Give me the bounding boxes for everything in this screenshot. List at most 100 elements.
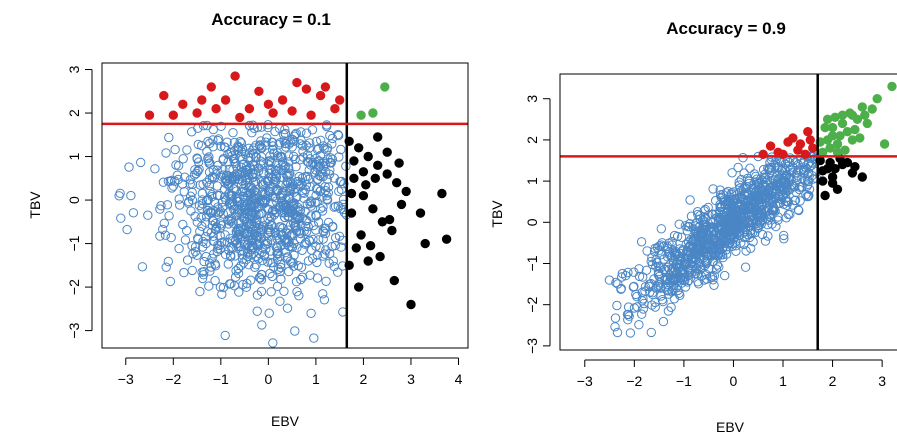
data-point <box>728 219 739 229</box>
chart-title: Accuracy = 0.9 <box>666 19 786 38</box>
data-point <box>226 199 237 209</box>
data-point <box>291 277 302 287</box>
data-point <box>266 287 276 297</box>
data-point <box>779 230 789 241</box>
data-point <box>311 184 322 194</box>
data-point <box>711 195 721 206</box>
data-point <box>297 245 307 256</box>
data-point <box>734 177 744 187</box>
data-point <box>313 162 323 173</box>
data-point-black <box>363 256 373 266</box>
data-point <box>317 206 328 216</box>
data-point <box>291 223 301 233</box>
data-point <box>269 210 279 220</box>
data-point <box>329 202 339 212</box>
data-point <box>275 228 286 238</box>
data-point-black <box>373 160 383 171</box>
data-point <box>604 275 615 285</box>
data-point <box>122 224 132 235</box>
data-point-black <box>420 238 430 249</box>
data-point <box>194 200 205 211</box>
y-tick-label: 1 <box>524 177 540 185</box>
data-point <box>302 150 313 160</box>
data-point-green <box>872 94 882 104</box>
data-point <box>700 235 711 245</box>
data-point <box>756 206 767 216</box>
data-point <box>312 273 323 283</box>
data-point <box>617 272 627 282</box>
plot-frame <box>101 62 469 349</box>
data-point <box>735 183 745 193</box>
data-point-red <box>287 106 297 116</box>
data-point <box>210 197 220 207</box>
data-point <box>173 174 183 185</box>
data-point <box>279 207 290 218</box>
data-point <box>671 259 682 269</box>
panel-left: Accuracy = 0.1 −3 −2 −1 0 1 2 3 4 −3 −2 −1 0 1 2 3 EB… <box>27 10 469 429</box>
data-point <box>629 267 639 277</box>
data-point-black <box>382 147 392 157</box>
data-point <box>284 170 295 180</box>
data-point <box>745 163 755 173</box>
data-point-black <box>825 157 835 168</box>
data-point <box>713 216 724 226</box>
data-point-black <box>818 166 828 176</box>
data-point <box>285 182 295 193</box>
data-point <box>664 285 674 296</box>
data-point <box>278 160 289 170</box>
data-point-red <box>334 95 345 105</box>
data-point <box>217 289 227 300</box>
data-point <box>318 251 328 261</box>
data-point <box>734 230 744 241</box>
data-point <box>254 248 264 259</box>
data-point <box>663 306 674 316</box>
data-point <box>330 240 341 251</box>
data-point <box>316 203 326 214</box>
y-tick-label: −2 <box>66 279 82 295</box>
data-point-green <box>837 118 848 129</box>
data-point <box>707 272 718 282</box>
x-tick-label: −1 <box>676 373 692 389</box>
data-point <box>161 148 171 158</box>
data-point <box>736 221 746 231</box>
data-point-red <box>803 127 813 137</box>
data-point <box>197 195 208 205</box>
data-point <box>276 262 286 273</box>
data-point <box>300 184 311 195</box>
data-point <box>175 200 185 210</box>
data-point-red <box>263 99 274 110</box>
data-point <box>322 194 332 204</box>
data-point <box>742 173 753 184</box>
data-point <box>207 253 217 264</box>
data-point <box>126 190 136 201</box>
data-point <box>183 198 194 208</box>
data-point <box>290 221 300 231</box>
data-point <box>225 198 235 208</box>
data-point <box>322 191 332 201</box>
data-point <box>661 275 672 286</box>
data-point <box>649 274 659 284</box>
data-point <box>220 142 230 153</box>
data-point <box>198 121 209 131</box>
data-point <box>246 191 257 201</box>
data-point <box>210 259 220 269</box>
data-point <box>299 188 309 199</box>
data-point <box>616 283 626 294</box>
data-point <box>711 264 722 274</box>
data-point <box>624 311 634 321</box>
chart-title: Accuracy = 0.1 <box>211 10 331 29</box>
x-tick-label: −2 <box>626 373 642 389</box>
data-point-black <box>358 167 369 177</box>
data-point <box>236 187 246 197</box>
data-point <box>703 249 714 259</box>
data-point <box>651 255 661 265</box>
data-point <box>617 268 628 279</box>
data-point <box>747 196 757 206</box>
data-point <box>158 224 168 235</box>
x-tick-label: −1 <box>213 371 229 387</box>
data-point <box>269 262 279 272</box>
points-group <box>604 81 897 338</box>
data-point-black <box>857 172 868 182</box>
data-point <box>611 277 621 288</box>
data-point <box>182 145 192 155</box>
